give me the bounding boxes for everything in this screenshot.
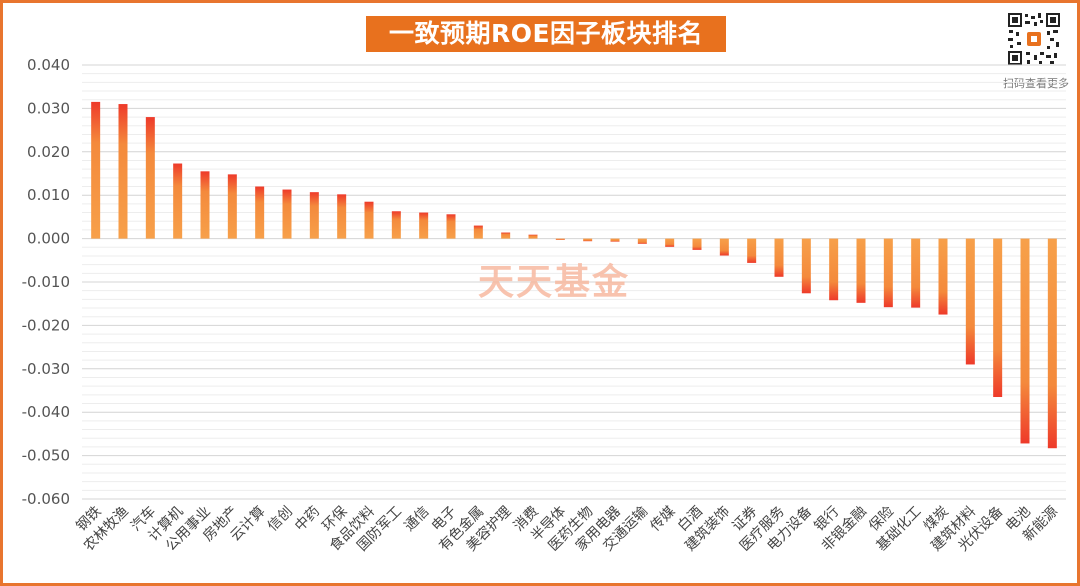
bar-25 xyxy=(747,238,757,263)
x-tick-label: 信创 xyxy=(265,504,296,535)
bar-1 xyxy=(91,101,101,239)
bar-5 xyxy=(200,171,210,239)
bar-16 xyxy=(501,232,511,239)
bar-20 xyxy=(610,238,620,242)
bar-22 xyxy=(665,238,675,247)
bar-34 xyxy=(993,238,1003,398)
bar-15 xyxy=(473,225,483,239)
bars xyxy=(91,101,1057,449)
bar-30 xyxy=(883,238,893,308)
y-tick-label: 0.030 xyxy=(27,99,70,117)
watermark: 天天基金 xyxy=(478,261,631,303)
bar-36 xyxy=(1047,238,1057,449)
bar-32 xyxy=(938,238,948,315)
bar-18 xyxy=(555,238,565,240)
qr-code-icon[interactable] xyxy=(1006,11,1062,67)
bar-29 xyxy=(856,238,866,303)
bar-27 xyxy=(801,238,811,294)
bar-31 xyxy=(911,238,921,308)
bar-9 xyxy=(309,192,319,239)
y-tick-label: -0.060 xyxy=(22,490,70,508)
bar-35 xyxy=(1020,238,1030,444)
bar-4 xyxy=(173,163,183,239)
y-tick-label: -0.030 xyxy=(22,360,70,378)
bar-10 xyxy=(337,194,347,239)
bar-23 xyxy=(692,238,702,250)
bar-13 xyxy=(419,212,429,239)
grid-lines xyxy=(82,64,1066,500)
x-tick-label: 通信 xyxy=(401,504,432,535)
x-tick-label: 传媒 xyxy=(647,504,678,535)
y-tick-label: 0.000 xyxy=(27,230,70,248)
bar-26 xyxy=(774,238,784,277)
x-axis-ticks: 钢铁农林牧渔汽车计算机公用事业房地产云计算信创中药环保食品饮料国防军工通信电子有… xyxy=(73,503,1061,555)
bar-21 xyxy=(637,238,647,244)
bar-19 xyxy=(583,238,593,242)
y-axis-ticks: 0.040 0.030 0.020 0.010 0.000 -0.010 -0.020 -0.… xyxy=(22,56,70,508)
bar-8 xyxy=(282,189,292,239)
chart-title: 一致预期ROE因子板块排名 xyxy=(366,16,726,52)
bar-24 xyxy=(719,238,729,256)
bar-28 xyxy=(829,238,839,301)
bar-11 xyxy=(364,201,374,239)
bar-6 xyxy=(227,174,237,239)
bar-12 xyxy=(391,211,401,239)
bar-7 xyxy=(255,186,265,239)
y-tick-label: 0.020 xyxy=(27,143,70,161)
y-tick-label: -0.020 xyxy=(22,316,70,334)
x-tick-label: 中药 xyxy=(292,504,323,535)
y-tick-label: -0.050 xyxy=(22,447,70,465)
y-tick-label: 0.040 xyxy=(27,56,70,74)
y-tick-label: -0.010 xyxy=(22,273,70,291)
y-tick-label: 0.010 xyxy=(27,186,70,204)
bar-3 xyxy=(145,117,155,239)
bar-33 xyxy=(965,238,975,365)
bar-14 xyxy=(446,214,456,239)
qr-caption: 扫码查看更多 xyxy=(1003,77,1069,90)
y-tick-label: -0.040 xyxy=(22,403,70,421)
bar-17 xyxy=(528,234,538,239)
bar-2 xyxy=(118,104,128,239)
